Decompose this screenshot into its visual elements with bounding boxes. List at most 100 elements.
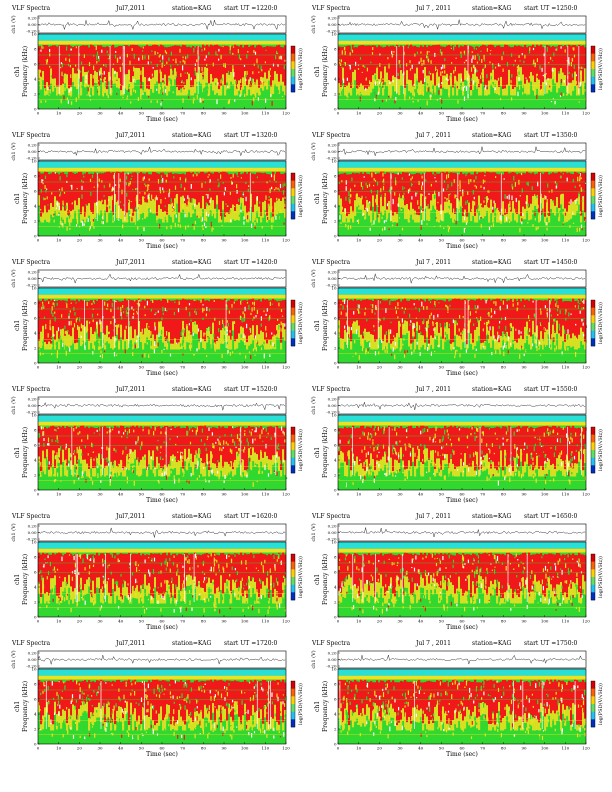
ytick-label: 10: [331, 31, 337, 36]
psd-speckle: [150, 331, 152, 336]
psd-speckle: [438, 90, 440, 95]
psd-speckle: [68, 89, 70, 93]
psd-column: [584, 172, 587, 213]
psd-speckle: [546, 221, 548, 226]
xtick-label: 120: [582, 365, 590, 370]
psd-fringe: [352, 212, 355, 223]
psd-speckle: [482, 179, 484, 184]
psd-speckle: [85, 328, 87, 333]
psd-speckle: [513, 64, 515, 67]
psd-speckle: [489, 326, 491, 331]
psd-speckle: [59, 221, 61, 225]
colorbar: log(PSD(V/√Hz)): [590, 172, 604, 220]
psd-speckle: [48, 90, 50, 95]
psd-speckle: [60, 99, 62, 104]
psd-speckle: [410, 320, 412, 323]
psd-column: [364, 172, 367, 210]
psd-speckle: [69, 310, 71, 313]
psd-fringe: [420, 335, 423, 348]
psd-speckle: [41, 45, 43, 49]
psd-column: [490, 44, 493, 73]
waveform-ytick-label: 0.20: [328, 269, 337, 274]
psd-column: [236, 45, 239, 89]
psd-speckle: [532, 300, 534, 303]
psd-speckle: [476, 317, 478, 319]
psd-speckle: [136, 90, 138, 94]
psd-speckle: [427, 56, 429, 61]
psd-speckle: [426, 50, 428, 55]
psd-speckle: [142, 55, 144, 60]
colorbar-frame: [290, 45, 296, 93]
psd-column: [422, 173, 425, 212]
psd-column: [458, 47, 461, 74]
psd-speckle: [418, 206, 420, 210]
psd-speckle: [498, 95, 500, 98]
psd-column: [250, 299, 253, 335]
psd-column: [98, 173, 101, 201]
psd-column: [570, 173, 573, 204]
psd-speckle: [431, 89, 433, 94]
psd-speckle: [562, 172, 564, 175]
psd-fringe: [112, 68, 115, 81]
psd-speckle: [215, 77, 217, 83]
psd-speckle: [136, 187, 138, 190]
psd-speckle: [532, 213, 534, 215]
psd-speckle: [536, 58, 538, 63]
psd-speckle: [373, 325, 375, 328]
psd-column: [180, 46, 183, 89]
psd-column: [40, 46, 43, 78]
psd-speckle: [47, 204, 49, 206]
psd-fringe: [268, 70, 271, 81]
psd-column: [414, 300, 417, 340]
psd-fringe: [392, 341, 395, 350]
psd-speckle: [577, 299, 579, 304]
psd-speckle: [111, 188, 113, 192]
psd-speckle: [345, 190, 347, 195]
psd-speckle: [121, 436, 123, 438]
psd-column: [148, 299, 151, 330]
psd-speckle: [73, 323, 76, 328]
psd-speckle: [521, 221, 523, 225]
psd-speckle: [517, 91, 519, 97]
psd-speckle: [518, 329, 520, 335]
psd-speckle: [192, 332, 194, 336]
psd-fringe: [394, 212, 397, 223]
xtick-label: 90: [221, 365, 227, 370]
xtick-label: 40: [118, 238, 124, 243]
psd-fringe: [436, 209, 439, 222]
psd-fringe: [466, 344, 469, 350]
psd-column: [92, 174, 95, 214]
psd-top-band: [338, 288, 586, 295]
psd-speckle: [434, 100, 437, 105]
waveform-ylabel: ch1 (V): [310, 142, 317, 160]
psd-speckle: [128, 321, 130, 326]
psd-speckle: [525, 61, 527, 63]
psd-speckle: [363, 176, 365, 178]
psd-speckle: [430, 183, 432, 187]
psd-speckle: [385, 308, 387, 313]
psd-speckle: [412, 337, 414, 343]
psd-speckle: [86, 218, 88, 223]
psd-column: [354, 298, 357, 322]
psd-speckle: [151, 194, 153, 200]
psd-speckle: [50, 336, 53, 338]
psd-column: [80, 171, 83, 215]
psd-speckle: [463, 212, 465, 215]
psd-speckle: [463, 328, 465, 331]
psd-speckle: [68, 54, 70, 57]
psd-column: [372, 45, 375, 76]
psd-speckle: [229, 210, 231, 213]
psd-speckle: [258, 467, 260, 471]
psd-speckle: [275, 329, 278, 335]
psd-fringe: [384, 66, 387, 83]
psd-column: [66, 45, 69, 75]
psd-speckle: [190, 190, 192, 195]
psd-speckle: [388, 228, 390, 231]
psd-fringe: [350, 88, 353, 96]
psd-speckle: [41, 343, 43, 346]
psd-speckle: [360, 174, 362, 178]
psd-speckle: [150, 308, 152, 312]
waveform-ylabel: ch1 (V): [10, 142, 17, 160]
psd-fringe: [464, 209, 467, 223]
psd-speckle: [160, 431, 162, 435]
